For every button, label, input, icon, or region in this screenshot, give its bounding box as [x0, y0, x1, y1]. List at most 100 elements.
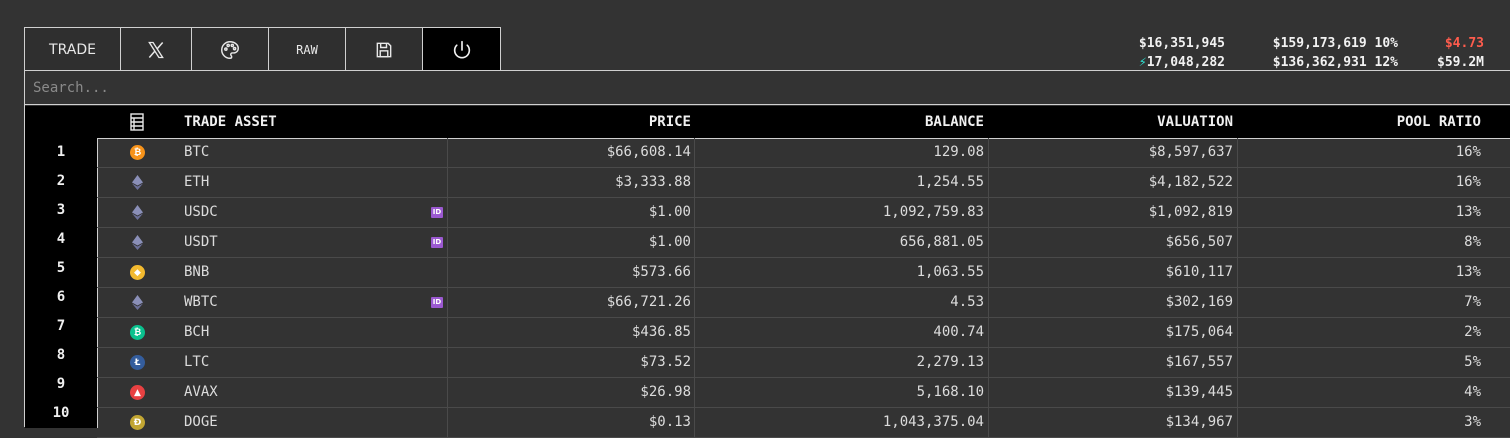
row-rank: 9: [56, 376, 66, 392]
price-cell: $66,608.14: [606, 144, 691, 160]
search-input[interactable]: [25, 71, 1510, 105]
table-row[interactable]: ₿ BTC $66,608.14 129.08 $8,597,637 16%: [97, 138, 1510, 168]
x-button[interactable]: [121, 28, 192, 71]
asset-name: DOGE: [184, 414, 218, 430]
coin-glyph: ₿: [133, 148, 142, 158]
power-button[interactable]: [423, 28, 500, 71]
rank-column: 1 2 3 4 5 6 7 8 9 10: [25, 138, 97, 428]
table-row[interactable]: Ł LTC $73.52 2,279.13 $167,557 5%: [97, 348, 1510, 378]
cell-divider: [694, 348, 695, 377]
coin-glyph: ◆: [134, 267, 141, 278]
bnb-icon: ◆: [130, 265, 145, 280]
cell-divider: [1237, 378, 1238, 407]
table-row[interactable]: ◆ BNB $573.66 1,063.55 $610,117 13%: [97, 258, 1510, 288]
valuation-cell: $302,169: [1165, 294, 1233, 310]
header-price[interactable]: PRICE: [648, 114, 691, 130]
pool-ratio-cell: 8%: [1464, 234, 1481, 250]
pool-ratio-cell: 13%: [1455, 264, 1481, 280]
table-row[interactable]: USDC ID $1.00 1,092,759.83 $1,092,819 13%: [97, 198, 1510, 228]
cell-divider: [694, 258, 695, 287]
coin-glyph: ▲: [134, 387, 141, 398]
doge-icon: Ð: [130, 415, 145, 430]
balance-cell: 4.53: [950, 294, 984, 310]
row-rank: 3: [56, 202, 66, 218]
save-icon: [376, 42, 392, 57]
balance-cell: 1,092,759.83: [882, 204, 984, 220]
btc-icon: ₿: [130, 145, 145, 160]
palette-icon: [221, 40, 239, 59]
header-valuation[interactable]: VALUATION: [1157, 114, 1233, 130]
valuation-cell: $1,092,819: [1148, 204, 1233, 220]
asset-name: USDC: [184, 204, 218, 220]
table-header: TRADE ASSET PRICE BALANCE VALUATION POOL…: [25, 106, 1510, 138]
header-asset[interactable]: TRADE ASSET: [184, 114, 277, 130]
row-rank: 1: [56, 144, 66, 160]
pool-ratio-cell: 3%: [1464, 414, 1481, 430]
pool-ratio-cell: 4%: [1464, 384, 1481, 400]
pool-ratio-cell: 16%: [1455, 144, 1481, 160]
price-cell: $73.52: [640, 354, 691, 370]
x-logo-icon: [148, 41, 164, 58]
cell-divider: [447, 258, 448, 287]
cell-divider: [1237, 288, 1238, 317]
cell-divider: [1237, 258, 1238, 287]
ltc-icon: Ł: [130, 355, 145, 370]
table-row[interactable]: ETH $3,333.88 1,254.55 $4,182,522 16%: [97, 168, 1510, 198]
table-row[interactable]: Ð DOGE $0.13 1,043,375.04 $134,967 3%: [97, 408, 1510, 438]
raw-button[interactable]: RAW: [269, 28, 346, 71]
cell-divider: [1237, 408, 1238, 437]
cell-divider: [1237, 318, 1238, 347]
pool-ratio-cell: 7%: [1464, 294, 1481, 310]
coin-glyph: Ł: [134, 357, 141, 368]
cell-divider: [447, 348, 448, 377]
list-icon[interactable]: [130, 106, 144, 138]
table-row[interactable]: ₿ BCH $436.85 400.74 $175,064 2%: [97, 318, 1510, 348]
price-cell: $436.85: [631, 324, 691, 340]
stat-price-value: $4.73: [1444, 36, 1484, 51]
row-rank: 5: [56, 260, 66, 276]
asset-name: LTC: [184, 354, 210, 370]
balance-cell: 129.08: [933, 144, 984, 160]
cell-divider: [694, 228, 695, 257]
pool-ratio-cell: 5%: [1464, 354, 1481, 370]
price-cell: $66,721.26: [606, 294, 691, 310]
valuation-cell: $175,064: [1165, 324, 1233, 340]
cell-divider: [988, 318, 989, 347]
stat-volume-value: $59.2M: [1437, 55, 1484, 70]
coin-glyph: ₿: [133, 328, 142, 338]
row-rank: 7: [56, 318, 66, 334]
table-row[interactable]: ▲ AVAX $26.98 5,168.10 $139,445 4%: [97, 378, 1510, 408]
table-row[interactable]: WBTC ID $66,721.26 4.53 $302,169 7%: [97, 288, 1510, 318]
id-badge-icon: ID: [431, 207, 443, 218]
row-rank: 10: [52, 405, 70, 421]
cell-divider: [694, 288, 695, 317]
asset-name: BCH: [184, 324, 210, 340]
asset-name: ETH: [184, 174, 210, 190]
row-rank: 4: [56, 231, 66, 247]
cell-divider: [1237, 198, 1238, 227]
header-balance[interactable]: BALANCE: [924, 114, 984, 130]
id-badge-icon: ID: [431, 297, 443, 308]
bch-icon: ₿: [130, 325, 145, 340]
theme-button[interactable]: [192, 28, 269, 71]
valuation-cell: $4,182,522: [1148, 174, 1233, 190]
header-pool-ratio[interactable]: POOL RATIO: [1396, 114, 1481, 130]
valuation-cell: $8,597,637: [1148, 144, 1233, 160]
table-row[interactable]: USDT ID $1.00 656,881.05 $656,507 8%: [97, 228, 1510, 258]
lightning-icon: ⚡: [1138, 55, 1147, 70]
valuation-cell: $167,557: [1165, 354, 1233, 370]
trade-button[interactable]: TRADE: [25, 28, 121, 71]
stats-pool: $159,173,619 10% $136,362,931 12%: [1240, 34, 1398, 72]
eth-icon: [132, 295, 143, 310]
save-button[interactable]: [346, 28, 423, 71]
cell-divider: [447, 138, 448, 167]
stats-price: $4.73 $59.2M: [1410, 34, 1484, 72]
id-badge-icon: ID: [431, 237, 443, 248]
power-icon: [453, 40, 470, 59]
row-rank: 6: [56, 289, 66, 305]
asset-name: AVAX: [184, 384, 218, 400]
avax-icon: ▲: [130, 385, 145, 400]
eth-icon: [132, 235, 143, 250]
valuation-cell: $610,117: [1165, 264, 1233, 280]
cell-divider: [447, 408, 448, 437]
